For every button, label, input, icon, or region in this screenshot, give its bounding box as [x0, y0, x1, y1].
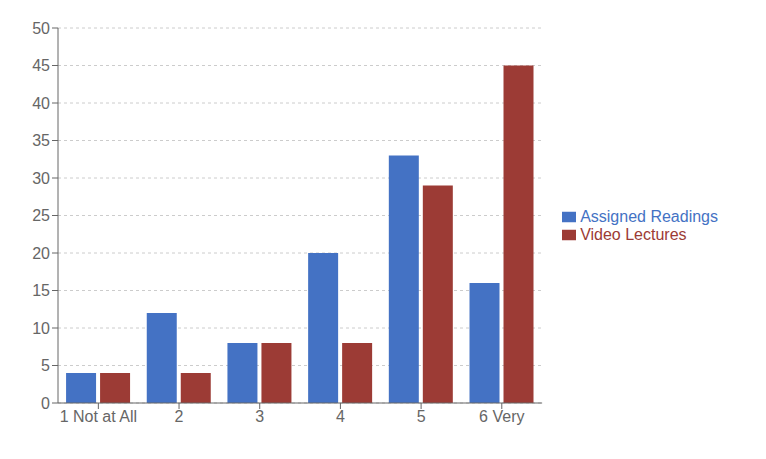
svg-text:40: 40 [32, 95, 50, 112]
svg-text:25: 25 [32, 207, 50, 224]
svg-text:35: 35 [32, 132, 50, 149]
svg-text:5: 5 [41, 357, 50, 374]
svg-text:15: 15 [32, 282, 50, 299]
svg-text:5: 5 [417, 408, 426, 425]
svg-text:1 Not at All: 1 Not at All [60, 408, 137, 425]
svg-text:45: 45 [32, 57, 50, 74]
svg-text:6 Very: 6 Very [479, 408, 524, 425]
svg-text:4: 4 [336, 408, 345, 425]
svg-text:20: 20 [32, 245, 50, 262]
html-text:Assigned Readings: Assigned Readings [580, 207, 718, 225]
svg-text:0: 0 [41, 395, 50, 412]
html-text:Video Lectures: Video Lectures [580, 225, 687, 243]
svg-text:2: 2 [175, 408, 184, 425]
svg-text:50: 50 [32, 20, 50, 37]
svg-text:10: 10 [32, 320, 50, 337]
svg-text:30: 30 [32, 170, 50, 187]
svg-text:3: 3 [255, 408, 264, 425]
